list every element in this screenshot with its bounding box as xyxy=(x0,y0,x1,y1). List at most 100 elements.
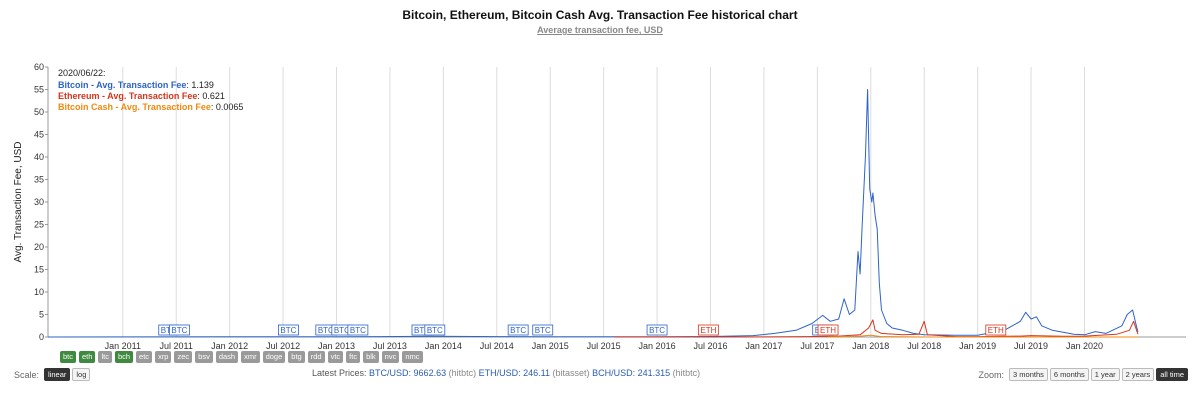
x-tick-label: Jan 2015 xyxy=(532,341,569,350)
x-tick-label: Jan 2016 xyxy=(639,341,676,350)
prices-label: Latest Prices: xyxy=(312,368,367,378)
btc-price[interactable]: BTC/USD: 9662.63 xyxy=(369,368,447,378)
tooltip-row: Bitcoin Cash - Avg. Transaction Fee: 0.0… xyxy=(58,102,243,112)
x-tick-label: Jan 2018 xyxy=(852,341,889,350)
coin-toggle-vtc[interactable]: vtc xyxy=(327,351,344,363)
event-marker-btc[interactable]: BTC xyxy=(507,324,529,336)
svg-text:BTC: BTC xyxy=(318,326,334,335)
y-axis-label: Avg. Transaction Fee, USD xyxy=(13,142,24,263)
bch-price[interactable]: BCH/USD: 241.315 xyxy=(592,368,671,378)
y-tick-label: 5 xyxy=(39,310,44,320)
zoom-label: Zoom: xyxy=(978,369,1005,380)
x-tick-label: Jan 2013 xyxy=(318,341,355,350)
coin-toggle-btc[interactable]: btc xyxy=(60,351,77,363)
scale-control: Scale: linear log xyxy=(14,368,91,381)
x-tick-label: Jan 2014 xyxy=(425,341,462,350)
bch-price-source: (hitbtc) xyxy=(672,368,701,378)
event-marker-eth[interactable]: ETH xyxy=(697,324,719,336)
tooltip-series-label: Ethereum - Avg. Transaction Fee xyxy=(58,91,197,101)
svg-text:ETH: ETH xyxy=(988,326,1004,335)
event-marker-btc[interactable]: BTC xyxy=(532,324,554,336)
svg-text:BTC: BTC xyxy=(334,326,350,335)
eth-price[interactable]: ETH/USD: 246.11 xyxy=(478,368,551,378)
svg-text:BTC: BTC xyxy=(535,326,551,335)
coin-toggle-ltc[interactable]: ltc xyxy=(98,351,112,363)
event-marker-btc[interactable]: BTC xyxy=(169,324,190,336)
x-tick-label: Jan 2019 xyxy=(959,341,996,350)
x-tick-label: Jul 2019 xyxy=(1014,341,1048,350)
event-marker-btc[interactable]: BTC xyxy=(347,324,369,336)
y-tick-label: 20 xyxy=(34,242,44,252)
x-tick-label: Jul 2017 xyxy=(800,341,834,350)
x-tick-label: Jul 2016 xyxy=(693,341,727,350)
zoom-all-time-button[interactable]: all time xyxy=(1156,368,1188,381)
svg-text:BTC: BTC xyxy=(649,326,665,335)
coin-toggle-xrp[interactable]: xrp xyxy=(155,351,172,363)
x-tick-label: Jul 2011 xyxy=(160,341,193,350)
coin-toggle-btg[interactable]: btg xyxy=(288,351,305,363)
coin-toggle-etc[interactable]: etc xyxy=(136,351,153,363)
tooltip-row: Bitcoin - Avg. Transaction Fee: 1.139 xyxy=(58,80,214,90)
event-marker-eth[interactable]: ETH xyxy=(817,324,839,336)
event-marker-btc[interactable]: BTC xyxy=(278,324,299,336)
coin-toggle-bsv[interactable]: bsv xyxy=(195,351,213,363)
event-marker-eth[interactable]: ETH xyxy=(985,324,1007,336)
zoom-1-year-button[interactable]: 1 year xyxy=(1090,368,1120,381)
svg-text:BTC: BTC xyxy=(171,326,187,335)
tooltip-series-value: : 1.139 xyxy=(186,80,214,90)
y-tick-label: 30 xyxy=(34,197,44,207)
tooltip-series-label: Bitcoin - Avg. Transaction Fee xyxy=(58,80,186,90)
coin-toggle-eth[interactable]: eth xyxy=(79,351,96,363)
x-tick-label: Jul 2013 xyxy=(373,341,407,350)
scale-label: Scale: xyxy=(14,369,40,380)
coin-toggle-ftc[interactable]: ftc xyxy=(346,351,361,363)
event-marker-btc[interactable]: BTC xyxy=(424,324,446,336)
series-line-btc xyxy=(47,89,1139,338)
coin-toggle-rdd[interactable]: rdd xyxy=(307,351,325,363)
y-tick-label: 10 xyxy=(34,287,44,297)
eth-price-source: (bitasset) xyxy=(552,368,590,378)
chart-title: Bitcoin, Ethereum, Bitcoin Cash Avg. Tra… xyxy=(402,8,798,22)
svg-text:BTC: BTC xyxy=(510,326,526,335)
coin-toggle-nmc[interactable]: nmc xyxy=(402,351,423,363)
x-tick-label: Jan 2017 xyxy=(745,341,782,350)
y-tick-label: 40 xyxy=(34,152,44,162)
btc-price-source: (hitbtc) xyxy=(448,368,477,378)
svg-text:BTC: BTC xyxy=(161,326,177,335)
svg-text:ETH: ETH xyxy=(700,326,716,335)
y-tick-label: 0 xyxy=(39,332,44,342)
bottom-bar: Scale: linear log Latest Prices: BTC/USD… xyxy=(0,368,1200,382)
tooltip-date: 2020/06/22: xyxy=(58,68,106,78)
latest-prices: Latest Prices: BTC/USD: 9662.63 (hitbtc)… xyxy=(312,368,700,378)
svg-text:BTC: BTC xyxy=(427,326,443,335)
x-tick-label: Jul 2014 xyxy=(480,341,514,350)
coin-toggle-xmr[interactable]: xmr xyxy=(241,351,260,363)
coin-toggle-doge[interactable]: doge xyxy=(262,351,286,363)
coin-toggle-dash[interactable]: dash xyxy=(215,351,239,363)
coin-toggle-nvc[interactable]: nvc xyxy=(381,351,400,363)
y-tick-label: 60 xyxy=(34,62,44,72)
zoom-3-months-button[interactable]: 3 months xyxy=(1009,368,1048,381)
zoom-control: Zoom: 3 months 6 months 1 year 2 years all t… xyxy=(979,368,1188,381)
chart-subtitle[interactable]: Average transaction fee, USD xyxy=(537,25,663,35)
y-tick-label: 55 xyxy=(34,85,44,95)
zoom-2-years-button[interactable]: 2 years xyxy=(1121,368,1155,381)
series-line-eth xyxy=(614,319,1139,338)
fee-chart[interactable]: Jan 2011 Jul 2011 Jan 2012 Jul 2012 Jan 2013… xyxy=(0,0,1200,350)
x-tick-label: Jan 2020 xyxy=(1066,341,1103,350)
tooltip-row: Ethereum - Avg. Transaction Fee: 0.621 xyxy=(58,91,225,101)
zoom-6-months-button[interactable]: 6 months xyxy=(1049,368,1089,381)
svg-text:BTC: BTC xyxy=(280,326,296,335)
svg-text:BTC: BTC xyxy=(350,326,366,335)
coin-toggle-bch[interactable]: bch xyxy=(114,351,134,363)
coin-selector: btc eth ltc bch etc xrp zec bsv dash xmr doge btg rd… xyxy=(60,351,423,363)
x-tick-label: Jan 2012 xyxy=(211,341,248,350)
coin-toggle-blk[interactable]: blk xyxy=(363,351,379,363)
scale-linear-button[interactable]: linear xyxy=(44,368,71,381)
coin-toggle-zec[interactable]: zec xyxy=(174,351,193,363)
scale-log-button[interactable]: log xyxy=(72,368,91,381)
y-tick-label: 50 xyxy=(34,107,44,117)
series-line-bch xyxy=(827,334,1138,338)
event-marker-btc[interactable]: BTC xyxy=(646,324,668,336)
svg-text:BTC: BTC xyxy=(414,326,430,335)
